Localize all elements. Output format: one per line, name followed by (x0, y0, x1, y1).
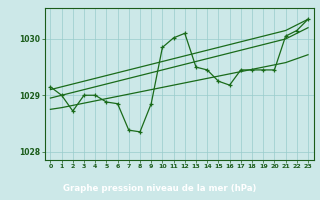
Text: Graphe pression niveau de la mer (hPa): Graphe pression niveau de la mer (hPa) (63, 184, 257, 193)
